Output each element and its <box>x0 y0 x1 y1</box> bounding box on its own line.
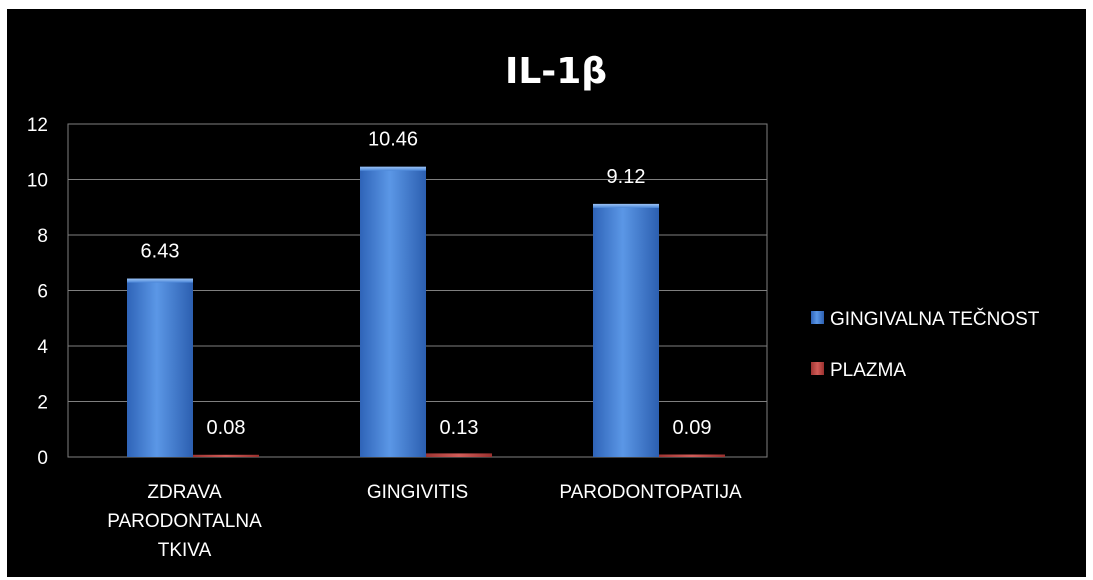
bar-gingivalna-tecnost <box>127 278 193 457</box>
data-label: 0.08 <box>207 417 246 439</box>
y-tick-label: 2 <box>37 393 48 414</box>
bar-plazma <box>193 454 259 457</box>
legend-swatch-gingivalna-tecnost <box>811 311 824 324</box>
bar-plazma <box>426 453 492 457</box>
x-category-label: GINGIVITIS <box>367 482 468 503</box>
x-axis: ZDRAVA PARODONTALNA TKIVA GINGIVITIS PARODON… <box>107 482 742 561</box>
legend-swatch-plazma <box>811 362 824 375</box>
y-tick-label: 8 <box>37 226 48 247</box>
y-axis: 0 2 4 6 8 10 12 <box>27 115 49 469</box>
bar-gingivalna-tecnost <box>360 166 426 458</box>
data-label: 9.12 <box>607 166 646 188</box>
legend-label: PLAZMA <box>830 360 906 381</box>
bar-plazma <box>659 454 725 457</box>
y-tick-label: 10 <box>27 171 48 192</box>
x-category-label: PARODONTOPATIJA <box>559 482 742 503</box>
chart-title: IL-1β <box>505 51 607 92</box>
data-label: 10.46 <box>368 129 418 151</box>
y-tick-label: 12 <box>27 115 48 136</box>
data-labels: 6.43 0.08 10.46 0.13 9.12 0.09 <box>141 129 712 439</box>
legend-label: GINGIVALNA TEČNOST <box>830 308 1040 330</box>
bars <box>127 166 725 458</box>
x-category-label: ZDRAVA PARODONTALNA TKIVA <box>107 482 262 561</box>
y-tick-label: 4 <box>37 337 48 358</box>
y-tick-label: 0 <box>37 448 48 469</box>
bar-gingivalna-tecnost <box>593 203 659 457</box>
legend: GINGIVALNA TEČNOST PLAZMA <box>811 308 1040 381</box>
data-label: 0.13 <box>440 417 479 439</box>
data-label: 6.43 <box>141 241 180 263</box>
bar-highlight <box>127 278 193 283</box>
bar-highlight <box>593 203 659 208</box>
data-label: 0.09 <box>673 417 712 439</box>
bar-highlight <box>360 166 426 171</box>
y-tick-label: 6 <box>37 282 48 303</box>
